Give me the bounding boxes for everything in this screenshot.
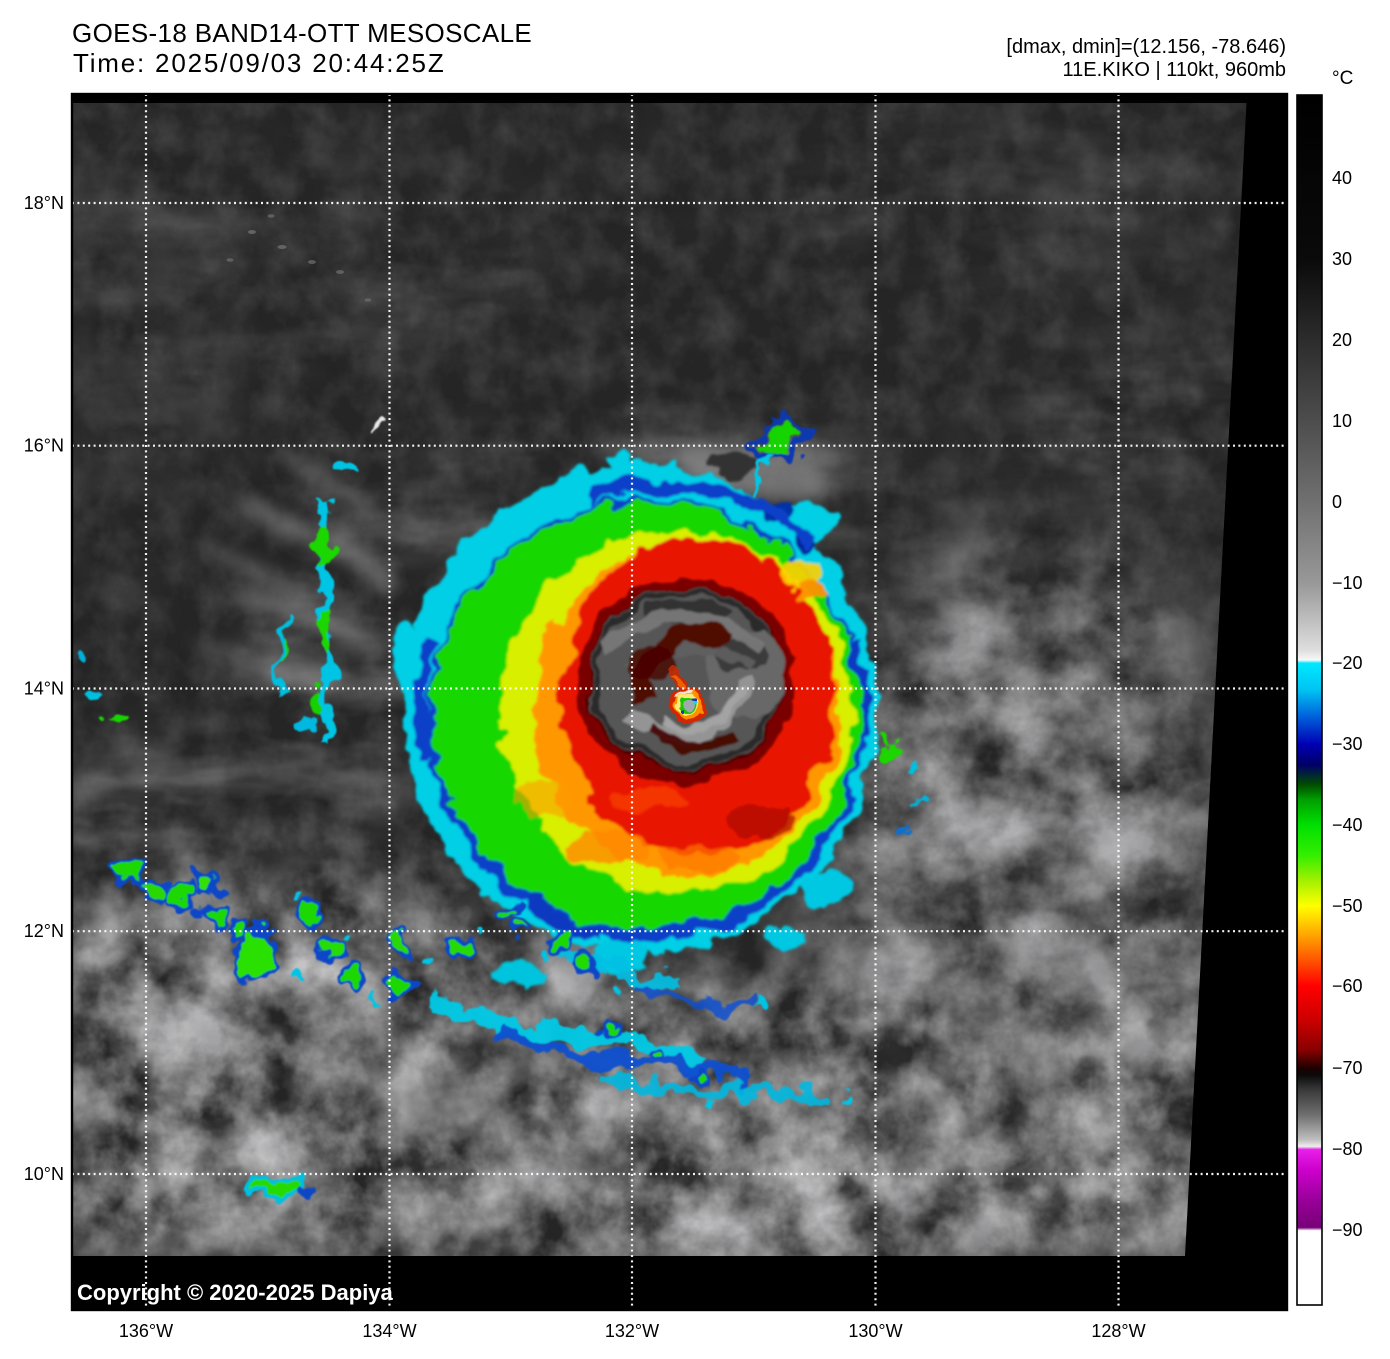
- svg-text:GOES-18 BAND14-OTT MESOSCALE: GOES-18 BAND14-OTT MESOSCALE: [72, 18, 532, 48]
- svg-text:°C: °C: [1332, 68, 1353, 89]
- svg-text:11E.KIKO | 110kt, 960mb: 11E.KIKO | 110kt, 960mb: [1063, 59, 1286, 81]
- svg-text:−70: −70: [1332, 1058, 1363, 1078]
- svg-text:−90: −90: [1332, 1220, 1363, 1240]
- svg-text:130°W: 130°W: [848, 1321, 902, 1341]
- svg-text:−40: −40: [1332, 815, 1363, 835]
- svg-text:128°W: 128°W: [1091, 1321, 1145, 1341]
- svg-text:40: 40: [1332, 168, 1352, 188]
- svg-text:18°N: 18°N: [24, 193, 64, 213]
- svg-text:14°N: 14°N: [24, 679, 64, 699]
- svg-text:−80: −80: [1332, 1139, 1363, 1159]
- svg-text:132°W: 132°W: [605, 1321, 659, 1341]
- svg-text:134°W: 134°W: [362, 1321, 416, 1341]
- svg-text:−20: −20: [1332, 653, 1363, 673]
- svg-text:0: 0: [1332, 492, 1342, 512]
- svg-text:12°N: 12°N: [24, 921, 64, 941]
- svg-text:30: 30: [1332, 249, 1352, 269]
- svg-text:10°N: 10°N: [24, 1164, 64, 1184]
- svg-text:−60: −60: [1332, 976, 1363, 996]
- svg-text:16°N: 16°N: [24, 436, 64, 456]
- svg-text:Time: 2025/09/03 20:44:25Z: Time: 2025/09/03 20:44:25Z: [73, 48, 446, 78]
- svg-text:20: 20: [1332, 330, 1352, 350]
- svg-text:[dmax, dmin]=(12.156, -78.646): [dmax, dmin]=(12.156, -78.646): [1006, 36, 1286, 58]
- svg-text:Copyright © 2020-2025 Dapiya: Copyright © 2020-2025 Dapiya: [77, 1280, 394, 1305]
- svg-text:−50: −50: [1332, 896, 1363, 916]
- svg-text:−10: −10: [1332, 573, 1363, 593]
- svg-text:−30: −30: [1332, 734, 1363, 754]
- svg-text:136°W: 136°W: [119, 1321, 173, 1341]
- svg-text:10: 10: [1332, 411, 1352, 431]
